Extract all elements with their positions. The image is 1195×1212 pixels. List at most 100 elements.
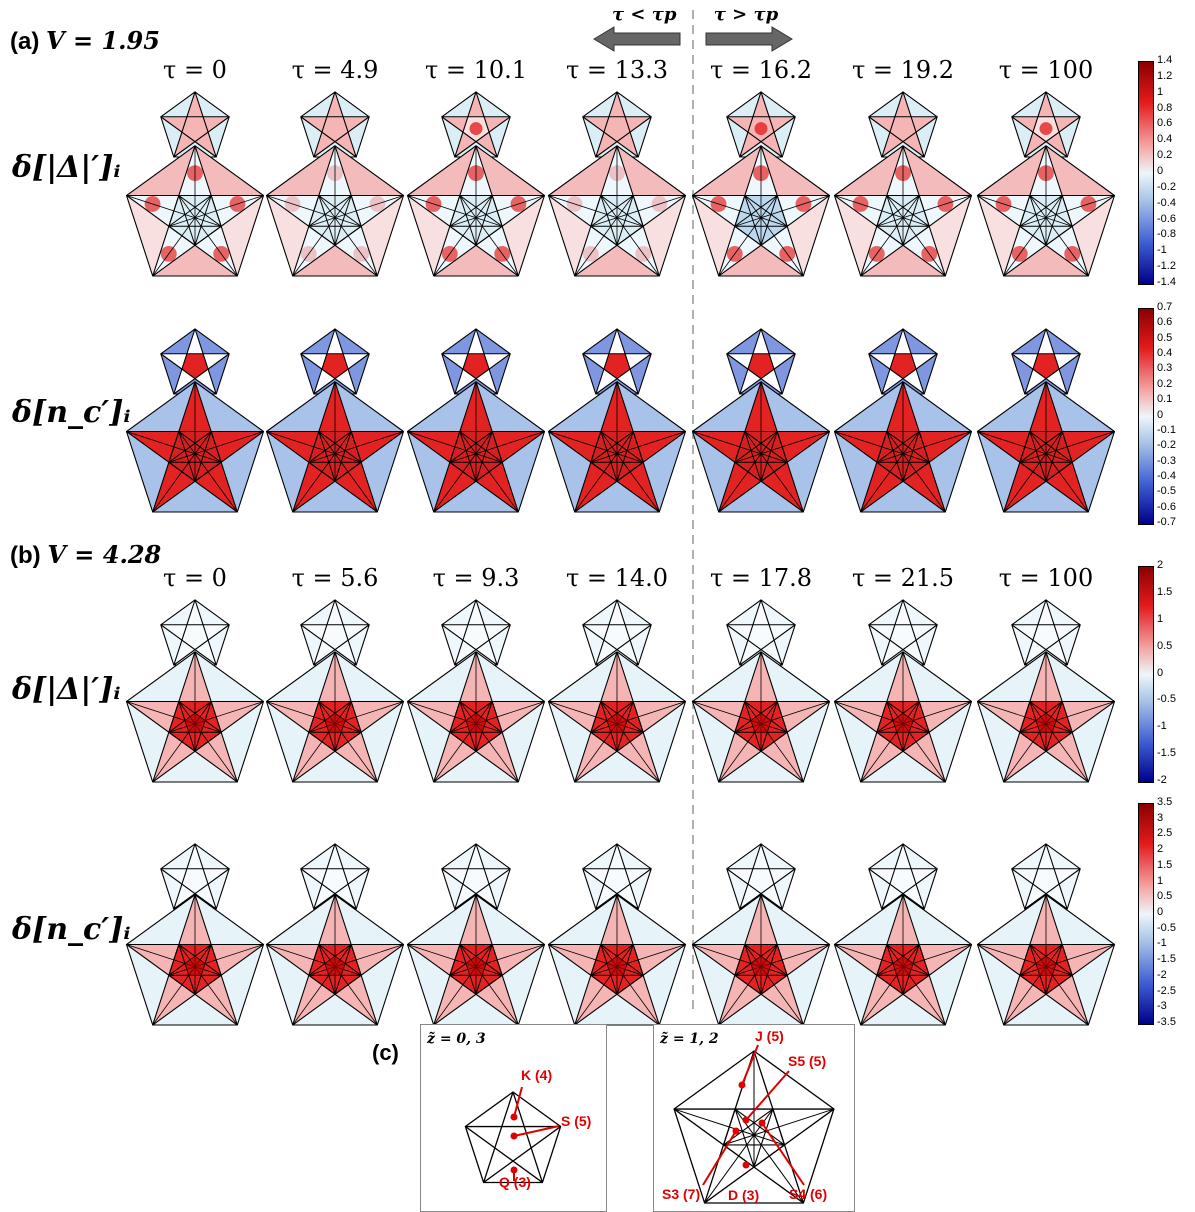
colorbar-tick: 0.4 (1157, 347, 1173, 360)
colorbar-tick: -0.6 (1157, 212, 1176, 225)
pentagon-map-small (441, 599, 511, 666)
colorbar-tick: 0.7 (1157, 301, 1173, 313)
tau-label: τ = 16.2 (709, 56, 813, 84)
panel-a-v-value: V = 1.95 (46, 26, 160, 55)
pentagon-map-small (868, 328, 938, 395)
colorbar-tick: 3 (1157, 811, 1164, 824)
label-Q: Q (3) (499, 1174, 531, 1190)
label-S4: S4 (6) (789, 1186, 828, 1202)
colorbar-tick: 0.3 (1157, 362, 1173, 375)
colorbar-tick: -1.4 (1157, 276, 1176, 288)
pentagon-map-large (125, 381, 265, 513)
pentagon-map-small (868, 843, 938, 910)
pentagon-map-large (265, 381, 405, 513)
panel-c-left-box: z̃ = 0, 3 K (4) S (5) Q (3) (420, 1024, 607, 1212)
pentagon-map-small (160, 328, 230, 395)
pentagon-map-large (833, 651, 973, 783)
row-label-a-delta: δ[|Δ|′]ᵢ (12, 150, 121, 185)
panel-c-right-title: z̃ = 1, 2 (660, 1031, 719, 1047)
tau-label: τ = 0 (163, 564, 227, 592)
colorbar-tick: 1 (1157, 85, 1164, 98)
pentagon-map-small (726, 599, 796, 666)
colorbar-b-nc (1138, 803, 1154, 1025)
pentagon-map-large (265, 651, 405, 783)
pentagon-map-small (160, 599, 230, 666)
pentagon-map-large (833, 145, 973, 277)
pentagon-map-small (1011, 843, 1081, 910)
pentagon-map-small (726, 328, 796, 395)
panel-c-right-diagram (673, 1044, 835, 1204)
pentagon-map-small (300, 843, 370, 910)
pentagon-map-large (125, 145, 265, 277)
label-K: K (4) (521, 1067, 553, 1083)
colorbar-tick: 0 (1157, 408, 1164, 421)
pentagon-map-small (300, 91, 370, 158)
pentagon-map-large (406, 894, 546, 1026)
tau-label: τ = 14.0 (565, 564, 669, 592)
tau-label: τ = 13.3 (565, 56, 669, 84)
colorbar-tick: -2.5 (1157, 984, 1176, 997)
panel-b-v-value: V = 4.28 (47, 540, 162, 569)
label-S: S (5) (561, 1113, 592, 1129)
tau-label: τ = 19.2 (851, 56, 955, 84)
colorbar-tick: 1 (1157, 874, 1164, 887)
pentagon-map-large (691, 381, 831, 513)
colorbar-tick: -0.8 (1157, 228, 1176, 241)
label-S3: S3 (7) (662, 1186, 701, 1202)
arrow-right-label: τ > τp (713, 4, 779, 25)
colorbar-tick: -0.3 (1157, 454, 1176, 467)
colorbar-tick: -0.2 (1157, 439, 1176, 452)
colorbar-tick: 0.8 (1157, 101, 1173, 114)
pentagon-map-large (976, 894, 1116, 1026)
pentagon-map-large (547, 145, 687, 277)
tau-label: τ = 4.9 (291, 56, 379, 84)
colorbar-tick: -2 (1157, 968, 1167, 981)
tau-label: τ = 100 (998, 564, 1094, 592)
colorbar-tick: -1.5 (1157, 747, 1176, 760)
colorbar-tick: 0.5 (1157, 890, 1173, 903)
panel-a-label: (a) (10, 28, 40, 55)
colorbar-tick: -3 (1157, 1000, 1167, 1013)
colorbar-tick: 1.5 (1157, 585, 1173, 598)
tau-label: τ = 5.6 (291, 564, 379, 592)
colorbar-tick: 0.1 (1157, 393, 1173, 406)
colorbar-tick: -0.5 (1157, 693, 1176, 706)
pentagon-map-large (833, 381, 973, 513)
label-J: J (5) (755, 1028, 784, 1044)
colorbar-tick: 1 (1157, 612, 1164, 625)
colorbar-tick: -1 (1157, 720, 1167, 733)
pentagon-map-small (300, 599, 370, 666)
pentagon-map-small (868, 91, 938, 158)
pentagon-map-small (726, 91, 796, 158)
colorbar-tick: 2 (1157, 843, 1164, 856)
colorbar-tick: 1.2 (1157, 69, 1173, 82)
colorbar-tick: -1 (1157, 244, 1167, 257)
row-label-b-nc: δ[n_c′]ᵢ (12, 912, 131, 947)
pentagon-map-small (300, 328, 370, 395)
pentagon-map-large (976, 381, 1116, 513)
colorbar-tick: -0.4 (1157, 196, 1176, 209)
arrow-left-label: τ < τp (612, 4, 677, 25)
row-label-a-nc: δ[n_c′]ᵢ (12, 395, 131, 430)
panel-c-left-title: z̃ = 0, 3 (427, 1031, 486, 1047)
tau-label: τ = 0 (163, 56, 227, 84)
pentagon-map-large (976, 651, 1116, 783)
colorbar-tick: 0.2 (1157, 377, 1173, 390)
panel-c-left-diagram (464, 1086, 562, 1184)
colorbar-tick: -0.5 (1157, 921, 1176, 934)
colorbar-tick: -1 (1157, 937, 1167, 950)
pentagon-map-large (125, 894, 265, 1026)
panel-c-right-box: z̃ = 1, 2 J (5) S5 (5) S3 (7) D (3) S4 (… (653, 1024, 855, 1212)
pentagon-map-large (691, 145, 831, 277)
pentagon-map-large (265, 145, 405, 277)
colorbar-tick: -0.6 (1157, 500, 1176, 513)
colorbar-tick: 0.2 (1157, 149, 1173, 162)
colorbar-tick: -1.2 (1157, 260, 1176, 273)
pentagon-map-small (441, 328, 511, 395)
panel-a-title: (a) V = 1.95 (10, 26, 160, 56)
pentagon-map-large (547, 381, 687, 513)
colorbar-tick: 0.6 (1157, 316, 1173, 329)
pentagon-map-large (691, 651, 831, 783)
colorbar-tick: -0.2 (1157, 180, 1176, 193)
